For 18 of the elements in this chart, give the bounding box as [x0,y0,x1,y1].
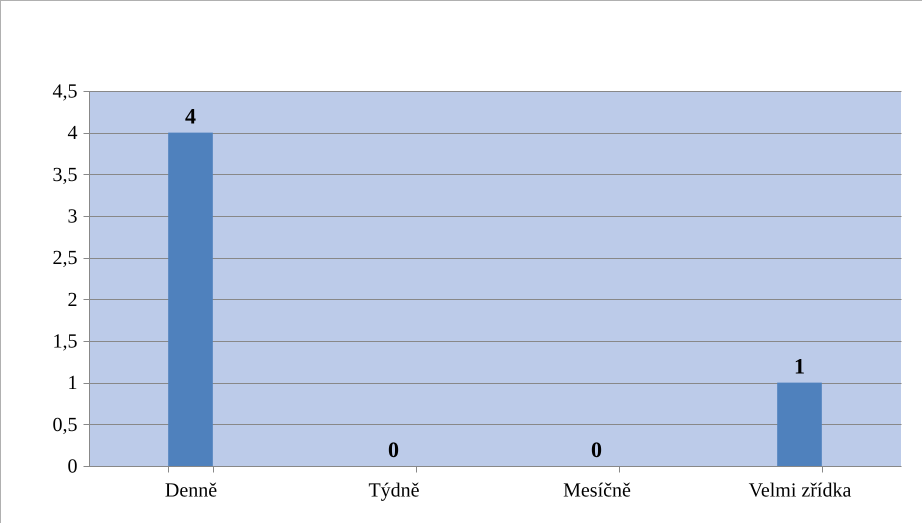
x-tick-label: Týdně [368,480,420,502]
data-label: 0 [388,437,399,462]
y-tick-label: 0 [68,456,78,478]
x-tick-label: Velmi zřídka [748,480,852,502]
y-tick-label: 0,5 [52,414,78,436]
y-tick-label: 4 [68,122,78,144]
y-tick-label: 1 [68,372,78,394]
y-tick-label: 2 [68,288,78,311]
data-label: 4 [185,104,196,129]
y-tick-label: 3 [68,206,78,228]
y-tick-label: 1,5 [52,330,78,352]
data-label: 0 [591,437,602,462]
data-label: 1 [794,354,805,379]
x-tick-label: Denně [164,480,218,502]
x-tick-label: Mesíčně [563,480,631,502]
y-tick-label: 4,5 [52,80,78,102]
y-tick-label: 3,5 [52,164,78,186]
y-tick-label: 2,5 [52,247,78,270]
